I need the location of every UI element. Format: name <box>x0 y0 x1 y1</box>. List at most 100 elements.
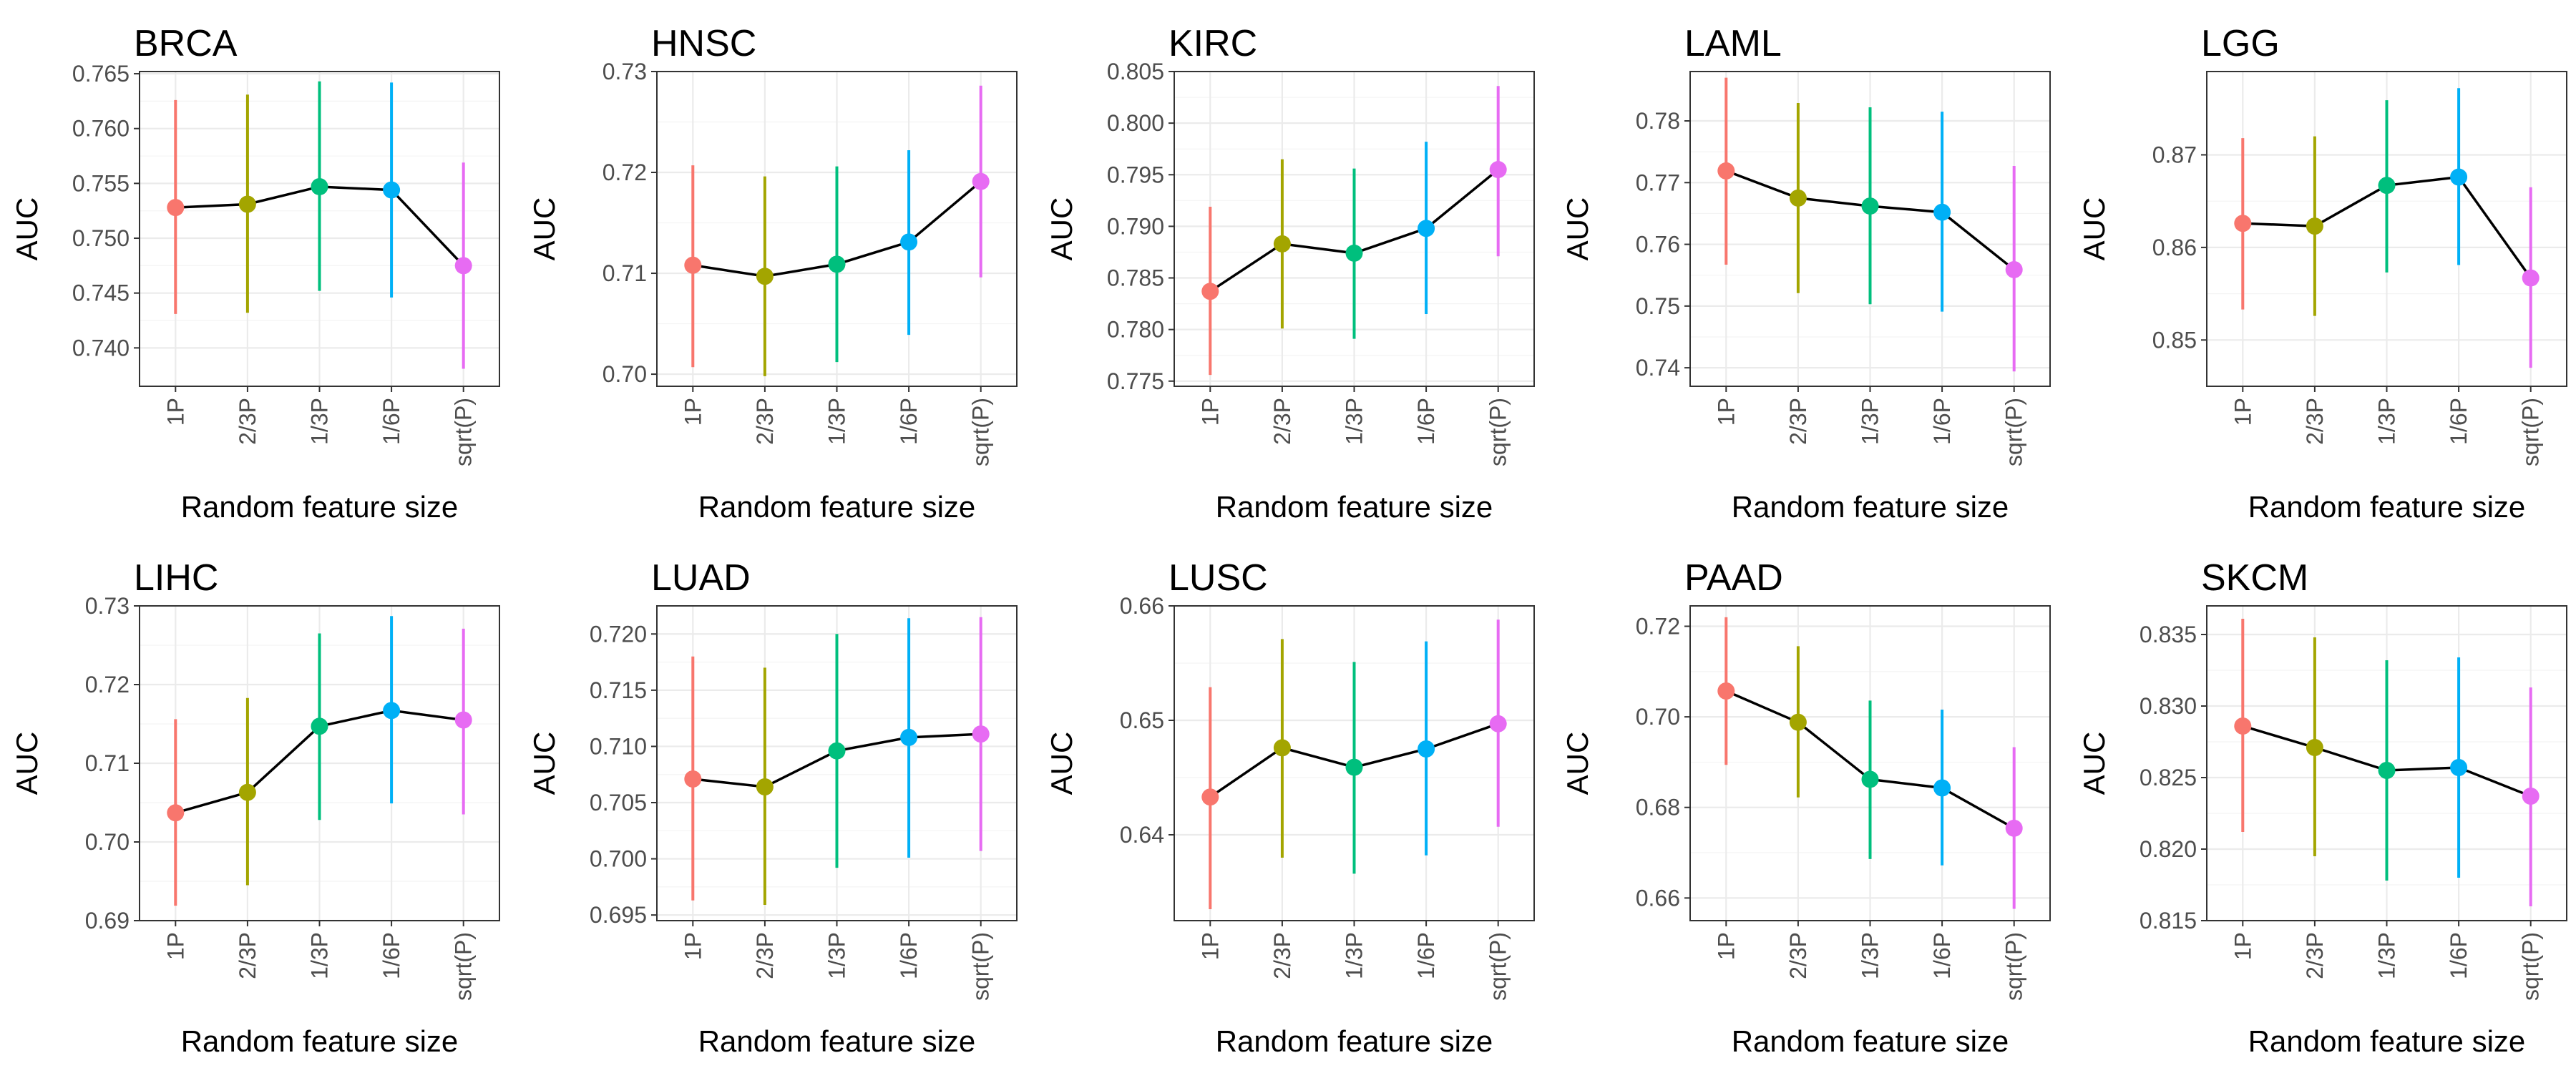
x-tick-label: 1P <box>162 932 188 960</box>
data-point-1/6P <box>900 728 918 746</box>
y-tick-label: 0.720 <box>590 621 647 647</box>
panel-title: PAAD <box>1684 557 1783 599</box>
x-tick-label: sqrt(P) <box>1485 932 1511 1001</box>
x-tick-label: 1/3P <box>2374 932 2400 979</box>
y-tick-label: 0.73 <box>85 593 130 619</box>
x-tick-label: sqrt(P) <box>2001 398 2027 466</box>
panel-title: KIRC <box>1169 23 1257 64</box>
y-tick-label: 0.790 <box>1107 213 1164 239</box>
x-axis-title: Random feature size <box>2248 490 2526 524</box>
x-tick-label: sqrt(P) <box>968 398 994 466</box>
x-tick-label: 2/3P <box>235 398 260 445</box>
x-axis-title: Random feature size <box>2248 1024 2526 1058</box>
data-point-1/6P <box>1933 203 1951 221</box>
y-tick-label: 0.780 <box>1107 317 1164 343</box>
data-point-1/3P <box>1861 197 1879 215</box>
y-tick-label: 0.70 <box>1636 704 1680 730</box>
panel-title: LGG <box>2201 23 2280 64</box>
y-tick-label: 0.740 <box>72 335 130 361</box>
data-point-1P <box>684 256 702 274</box>
y-tick-label: 0.825 <box>2140 765 2197 790</box>
data-point-2/3P <box>1789 189 1807 207</box>
panel-title: BRCA <box>134 23 238 64</box>
data-point-1/3P <box>828 255 846 273</box>
y-tick-label: 0.715 <box>590 677 647 703</box>
y-axis-title: AUC <box>1561 732 1594 795</box>
y-tick-label: 0.835 <box>2140 622 2197 647</box>
data-point-1/3P <box>311 177 328 195</box>
y-tick-label: 0.745 <box>72 280 130 306</box>
panel-border <box>1174 71 1535 387</box>
data-point-1/6P <box>1418 740 1435 758</box>
x-tick-label: 2/3P <box>1785 398 1811 445</box>
y-axis-title: AUC <box>1045 732 1078 795</box>
y-tick-label: 0.705 <box>590 790 647 815</box>
y-tick-label: 0.75 <box>1636 293 1680 319</box>
data-point-1/3P <box>828 742 846 760</box>
panel-paad: PAAD 0.66 0.68 0.70 0.72 1P 2/3P 1/3P 1/6P sqrt(P… <box>1561 557 2051 1058</box>
x-axis-title: Random feature size <box>1732 1024 2009 1058</box>
data-point-1P <box>167 199 185 217</box>
data-point-sqrt(P) <box>2005 819 2023 837</box>
y-tick-label: 0.820 <box>2140 836 2197 862</box>
y-tick-label: 0.72 <box>1636 613 1680 639</box>
y-tick-label: 0.695 <box>590 902 647 928</box>
panel-border <box>1689 605 2051 921</box>
x-axis-title: Random feature size <box>1216 1024 1493 1058</box>
x-tick-label: sqrt(P) <box>968 932 994 1001</box>
x-axis-title: Random feature size <box>1216 490 1493 524</box>
y-tick-label: 0.710 <box>590 733 647 759</box>
y-tick-label: 0.69 <box>85 908 130 934</box>
data-point-sqrt(P) <box>454 711 472 729</box>
x-tick-label: 2/3P <box>1269 932 1295 979</box>
x-tick-label: 1/3P <box>2374 398 2400 445</box>
x-tick-label: 1/6P <box>896 932 922 979</box>
panel-border <box>656 71 1018 387</box>
x-tick-label: 1/3P <box>1342 932 1367 979</box>
y-tick-label: 0.77 <box>1636 170 1680 195</box>
x-axis-title: Random feature size <box>181 1024 459 1058</box>
panel-kirc: KIRC 0.775 0.780 0.785 0.790 0.795 0.800 0.805 1… <box>1045 23 1535 524</box>
panel-lihc: LIHC 0.69 0.70 0.71 0.72 0.73 1P 2/3P 1/3P 1/6P sq… <box>10 557 500 1058</box>
y-axis-title: AUC <box>527 197 561 261</box>
panel-border <box>2206 71 2567 387</box>
x-tick-label: 1P <box>680 398 706 426</box>
x-tick-label: 1P <box>680 932 706 960</box>
y-tick-label: 0.760 <box>72 116 130 142</box>
y-tick-label: 0.85 <box>2152 327 2197 353</box>
y-tick-label: 0.70 <box>85 829 130 855</box>
x-tick-label: sqrt(P) <box>1485 398 1511 466</box>
data-point-1/6P <box>383 181 401 199</box>
y-axis-title: AUC <box>1561 197 1594 261</box>
x-tick-label: 2/3P <box>2302 932 2328 979</box>
y-axis-title: AUC <box>2077 732 2111 795</box>
y-axis-title: AUC <box>1045 197 1078 261</box>
y-axis-title: AUC <box>527 732 561 795</box>
y-tick-label: 0.785 <box>1107 265 1164 291</box>
x-tick-label: 1/3P <box>307 398 333 445</box>
data-point-2/3P <box>756 268 774 285</box>
data-point-sqrt(P) <box>972 172 990 190</box>
panel-laml: LAML 0.74 0.75 0.76 0.77 0.78 1P 2/3P 1/3P 1/6P sq… <box>1561 23 2051 524</box>
data-point-2/3P <box>756 778 774 795</box>
y-tick-label: 0.78 <box>1636 108 1680 134</box>
y-axis-title: AUC <box>2077 197 2111 261</box>
y-tick-label: 0.830 <box>2140 693 2197 719</box>
y-tick-label: 0.700 <box>590 846 647 872</box>
data-point-2/3P <box>1273 235 1291 253</box>
x-tick-label: 1P <box>162 398 188 426</box>
y-tick-label: 0.71 <box>85 750 130 776</box>
x-axis-title: Random feature size <box>698 1024 976 1058</box>
y-tick-label: 0.66 <box>1120 593 1164 619</box>
data-point-1/6P <box>900 233 918 251</box>
x-tick-label: 1/3P <box>824 932 850 979</box>
x-tick-label: 1/3P <box>307 932 333 979</box>
data-point-1/3P <box>2378 762 2396 779</box>
panel-lgg: LGG 0.85 0.86 0.87 1P 2/3P 1/3P 1/6P sqrt(P) Rand… <box>2077 23 2567 524</box>
y-tick-label: 0.755 <box>72 170 130 196</box>
data-point-1/3P <box>1345 758 1363 776</box>
panel-luad: LUAD 0.695 0.700 0.705 0.710 0.715 0.720 1P 2/3P… <box>527 557 1018 1058</box>
data-point-sqrt(P) <box>1489 715 1507 733</box>
x-tick-label: sqrt(P) <box>2001 932 2027 1001</box>
